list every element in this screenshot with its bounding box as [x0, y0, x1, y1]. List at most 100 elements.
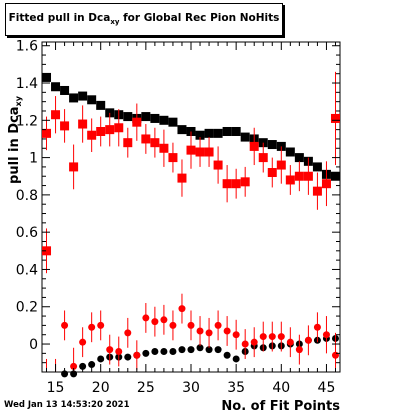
data-point-square: [42, 128, 52, 138]
data-point-circle: [97, 355, 105, 363]
data-point-circle: [205, 329, 213, 337]
data-point-square: [141, 112, 151, 122]
data-point-square: [168, 153, 178, 163]
data-point-circle: [88, 323, 96, 331]
data-point-square: [213, 128, 223, 138]
data-point-circle: [259, 333, 267, 341]
data-point-circle: [187, 346, 195, 354]
data-point-square: [69, 93, 79, 103]
data-point-circle: [160, 316, 168, 324]
data-point-square: [51, 82, 61, 92]
data-point-square: [330, 113, 340, 123]
data-point-circle: [151, 347, 159, 355]
x-tick-label: 45: [318, 380, 336, 396]
data-point-circle: [79, 362, 87, 370]
data-point-square: [195, 130, 205, 140]
data-point-square: [87, 130, 97, 140]
data-point-square: [213, 160, 223, 170]
data-point-square: [240, 132, 250, 142]
data-point-square: [132, 117, 142, 127]
data-point-square: [294, 171, 304, 181]
y-axis-label-sub: xy: [14, 95, 23, 106]
y-tick-label: 1.6: [16, 39, 38, 55]
data-point-circle: [79, 338, 87, 346]
data-point-square: [78, 119, 88, 129]
data-point-circle: [88, 361, 96, 369]
data-point-circle: [214, 321, 222, 329]
data-point-circle: [61, 370, 69, 378]
data-point-square: [42, 246, 52, 256]
data-point-square: [222, 179, 232, 189]
x-tick-label: 15: [47, 380, 65, 396]
data-point-circle: [232, 331, 240, 339]
y-tick-label: 1: [29, 151, 38, 167]
data-point-square: [222, 126, 232, 136]
data-point-circle: [268, 333, 276, 341]
data-point-circle: [142, 349, 150, 357]
y-tick-label: 0: [29, 337, 38, 353]
data-point-circle: [196, 327, 204, 335]
data-point-circle: [124, 353, 132, 361]
data-point-circle: [214, 346, 222, 354]
plot-title-subscript: xy: [110, 18, 120, 27]
data-point-circle: [322, 331, 330, 339]
data-point-circle: [277, 333, 285, 341]
x-tick-label: 20: [92, 380, 110, 396]
data-point-square: [168, 117, 178, 127]
data-point-circle: [250, 338, 258, 346]
data-point-square: [186, 126, 196, 136]
data-point-circle: [313, 323, 321, 331]
plot-title: Fitted pull in Dcaxy for Global Rec Pion…: [9, 12, 280, 26]
data-point-circle: [106, 346, 114, 354]
data-point-square: [141, 134, 151, 144]
plot-title-rest: for Global Rec Pion NoHits: [119, 12, 280, 25]
timestamp: Wed Jan 13 14:53:20 2021: [4, 400, 130, 410]
data-point-square: [186, 145, 196, 155]
data-point-circle: [331, 351, 339, 359]
y-tick-label: 0.4: [16, 262, 38, 278]
data-point-circle: [196, 344, 204, 352]
data-point-circle: [223, 351, 231, 359]
y-tick-label: 0.8: [16, 188, 38, 204]
data-point-circle: [241, 340, 249, 348]
data-point-square: [105, 125, 115, 135]
data-point-square: [204, 128, 214, 138]
data-point-square: [60, 121, 70, 131]
data-point-circle: [187, 321, 195, 329]
data-point-square: [249, 141, 259, 151]
y-tick-label: 1.4: [16, 76, 38, 92]
y-tick-label: 0.6: [16, 225, 38, 241]
data-point-square: [96, 100, 106, 110]
data-point-circle: [142, 314, 150, 322]
data-point-circle: [160, 347, 168, 355]
data-point-square: [312, 186, 322, 196]
data-point-circle: [133, 351, 141, 359]
y-axis-ticks: 0 0.2 0.4 0.6 0.8 1 1.2 1.4 1.6: [16, 39, 340, 364]
data-point-square: [303, 171, 313, 181]
data-point-square: [96, 126, 106, 136]
data-point-square: [51, 110, 61, 120]
x-tick-label: 35: [227, 380, 245, 396]
y-tick-label: 1.2: [16, 113, 38, 129]
y-axis-label-main: pull in Dca: [7, 106, 22, 184]
data-point-circle: [205, 346, 213, 354]
x-tick-label: 40: [272, 380, 290, 396]
data-point-square: [69, 162, 79, 172]
x-axis-label: No. of Fit Points: [221, 399, 340, 414]
data-point-circle: [97, 321, 105, 329]
data-point-square: [267, 168, 277, 178]
data-point-square: [78, 91, 88, 101]
data-point-square: [240, 177, 250, 187]
data-point-circle: [169, 347, 177, 355]
data-point-square: [60, 85, 70, 95]
x-tick-label: 25: [137, 380, 155, 396]
data-point-square: [87, 95, 97, 105]
data-point-square: [150, 138, 160, 148]
x-tick-label: 30: [182, 380, 200, 396]
y-axis-label: pull in Dcaxy: [7, 95, 23, 184]
data-point-circle: [151, 318, 159, 326]
data-point-circle: [304, 336, 312, 344]
data-point-square: [150, 113, 160, 123]
data-point-square: [267, 140, 277, 150]
